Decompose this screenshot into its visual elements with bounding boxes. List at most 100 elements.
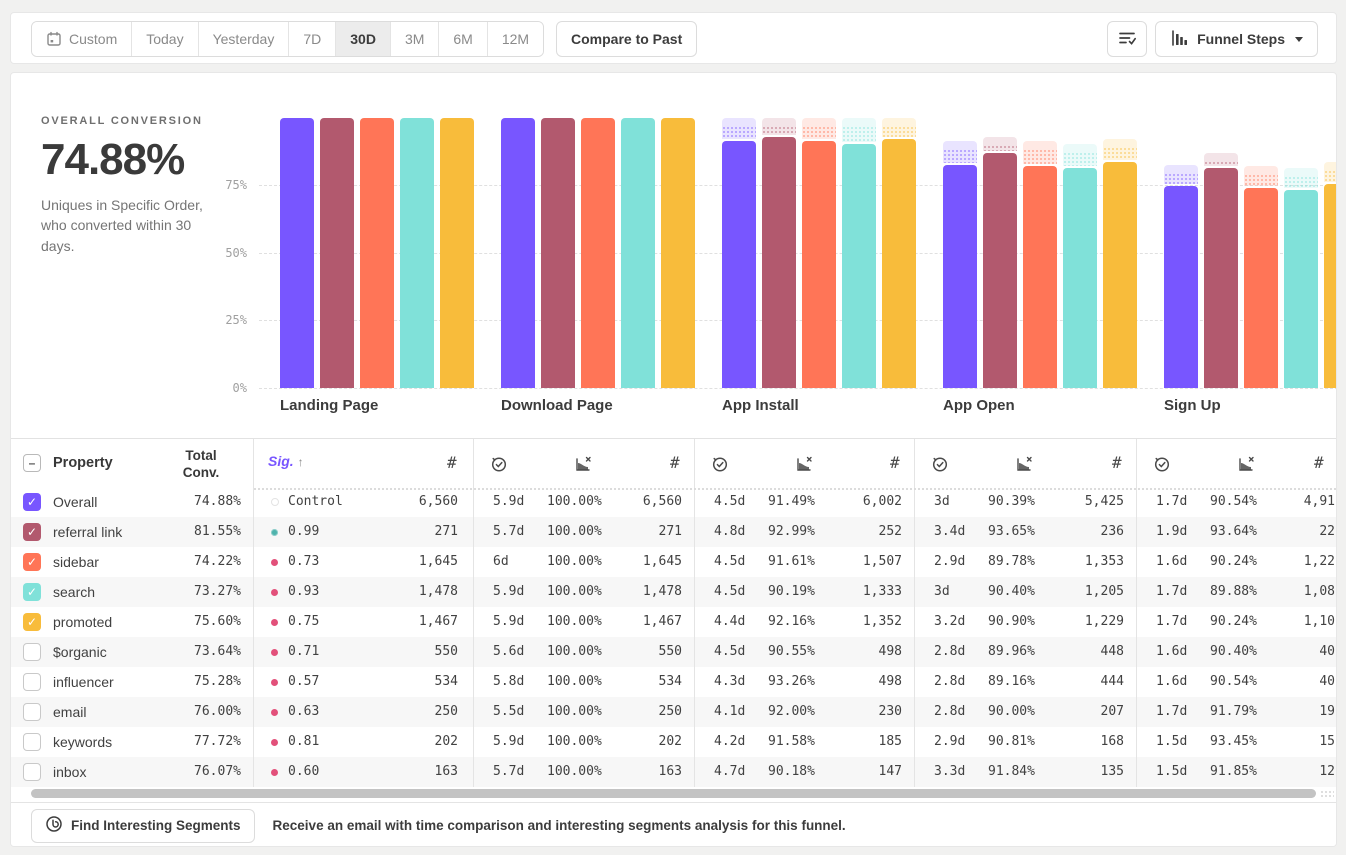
conversion-rate-icon[interactable] [1013,454,1034,479]
funnel-bar-search[interactable] [400,118,434,388]
step-count-value: 12 [1319,764,1335,779]
date-range-today[interactable]: Today [132,22,199,56]
step-count-header[interactable]: # [1112,453,1122,472]
conversion-rate-icon[interactable] [572,454,593,479]
date-range-3m[interactable]: 3M [390,22,440,56]
row-checkbox[interactable] [23,673,41,691]
funnel-bar-search[interactable] [1063,167,1097,388]
funnel-bar-promoted[interactable] [440,118,474,388]
funnel-bar-referral-link[interactable] [320,118,354,388]
table-row-search[interactable]: ✓ search 73.27% 0.93 1,478 5.9d 100.00% 1,478 4.… [11,577,1336,607]
time-to-convert-icon[interactable] [930,454,949,478]
row-checkbox[interactable]: ✓ [23,523,41,541]
horizontal-scrollbar-thumb[interactable] [31,789,1316,798]
funnel-bar-search[interactable] [1284,190,1318,388]
date-range-30d[interactable]: 30D [336,22,391,56]
funnel-bar-promoted[interactable] [1103,161,1137,388]
date-range-6m[interactable]: 6M [439,22,488,56]
funnel-bar-referral-link[interactable] [762,136,796,388]
step-conversion-value: 100.00% [547,734,602,749]
row-checkbox[interactable] [23,703,41,721]
landing-page-count: 250 [434,704,458,719]
table-row--organic[interactable]: $organic 73.64% 0.71 550 5.6d 100.00% 550 4.5d 9… [11,637,1336,667]
row-checkbox[interactable]: ✓ [23,583,41,601]
table-row-Overall[interactable]: ✓ Overall 74.88% Control 6,560 5.9d 100.00% 6,5… [11,487,1336,517]
sig-indicator-dot [271,648,278,656]
landing-count-header[interactable]: # [447,453,457,472]
row-checkbox[interactable]: ✓ [23,553,41,571]
step-count-value: 1,205 [1084,584,1124,599]
ghost-hatch-pattern [722,126,756,139]
funnel-bar-promoted[interactable] [882,139,916,388]
sig-value: Control [288,494,343,509]
funnel-steps-label: Funnel Steps [1197,31,1285,47]
step-count-value: 5,425 [1084,494,1124,509]
table-row-keywords[interactable]: keywords 77.72% 0.81 202 5.9d 100.00% 202 4.2d 9… [11,727,1336,757]
table-row-referral-link[interactable]: ✓ referral link 81.55% 0.99 271 5.7d 100.00% 27… [11,517,1336,547]
table-row-email[interactable]: email 76.00% 0.63 250 5.5d 100.00% 250 4.1d 92.0… [11,697,1336,727]
funnel-bar-promoted[interactable] [661,118,695,388]
table-row-influencer[interactable]: influencer 75.28% 0.57 534 5.8d 100.00% 534 4.3… [11,667,1336,697]
funnel-bar-Overall[interactable] [1164,185,1198,388]
step-count-header[interactable]: # [1314,453,1324,472]
filter-list-button[interactable] [1107,21,1148,57]
time-to-convert-icon[interactable] [1152,454,1171,478]
row-checkbox[interactable]: ✓ [23,493,41,511]
step-count-value: 1,353 [1084,554,1124,569]
bar-dropoff-ghost [983,136,1017,151]
step-conversion-value: 93.45% [1210,734,1257,749]
date-range-12m[interactable]: 12M [487,22,544,56]
compare-to-past-button[interactable]: Compare to Past [556,21,698,57]
funnel-bar-Overall[interactable] [501,118,535,388]
date-range-7d[interactable]: 7D [289,22,337,56]
funnel-bar-Overall[interactable] [722,140,756,388]
table-row-sidebar[interactable]: ✓ sidebar 74.22% 0.73 1,645 6d 100.00% 1,645 4.5… [11,547,1336,577]
step-count-value: 1,467 [642,614,682,629]
funnel-steps-button[interactable]: Funnel Steps [1155,21,1318,57]
date-range-yesterday[interactable]: Yesterday [198,22,290,56]
total-conv-value: 74.22% [194,554,241,569]
time-to-convert-icon[interactable] [489,454,508,478]
funnel-bar-sidebar[interactable] [581,118,615,388]
date-range-custom[interactable]: Custom [32,22,133,56]
row-checkbox[interactable]: ✓ [23,613,41,631]
conversion-rate-icon[interactable] [1235,454,1256,479]
step-count-header[interactable]: # [890,453,900,472]
overall-conversion-summary: OVERALL CONVERSION 74.88% Uniques in Spe… [41,115,226,256]
funnel-bar-sidebar[interactable] [1023,165,1057,388]
select-all-checkbox[interactable]: – [23,454,41,472]
funnel-bar-Overall[interactable] [280,118,314,388]
conversion-rate-icon[interactable] [793,454,814,479]
segments-table: – Property Total Conv. Sig. ↑ # # # # # ✓ Overall 7… [11,438,1336,787]
sig-indicator-dot [271,738,278,746]
funnel-bar-search[interactable] [842,144,876,388]
row-checkbox[interactable] [23,763,41,781]
table-row-inbox[interactable]: inbox 76.07% 0.60 163 5.7d 100.00% 163 4.7d 90.1… [11,757,1336,787]
row-checkbox[interactable] [23,733,41,751]
row-checkbox[interactable] [23,643,41,661]
step-count-header[interactable]: # [670,453,680,472]
sig-indicator-dot [271,768,278,776]
sig-column-header[interactable]: Sig. ↑ [268,453,304,469]
funnel-bar-search[interactable] [621,118,655,388]
funnel-bar-referral-link[interactable] [541,118,575,388]
time-to-convert-icon[interactable] [710,454,729,478]
table-row-promoted[interactable]: ✓ promoted 75.60% 0.75 1,467 5.9d 100.00% 1,467… [11,607,1336,637]
funnel-bar-sidebar[interactable] [360,118,394,388]
chart-gridline [259,320,1336,321]
step-count-value: 6,002 [862,494,902,509]
step-time-value: 1.7d [1156,704,1188,719]
funnel-bar-referral-link[interactable] [1204,167,1238,388]
funnel-bar-Overall[interactable] [943,164,977,388]
step-count-value: 230 [878,704,902,719]
step-conversion-value: 90.55% [768,644,815,659]
funnel-bar-sidebar[interactable] [802,140,836,388]
sig-value: 0.93 [288,584,320,599]
chart-gridline [259,388,1336,389]
funnel-bar-promoted[interactable] [1324,183,1336,388]
find-interesting-segments-button[interactable]: Find Interesting Segments [31,808,255,843]
funnel-bar-sidebar[interactable] [1244,187,1278,388]
step-count-value: 135 [1100,764,1124,779]
funnel-bar-referral-link[interactable] [983,152,1017,388]
step-count-value: 40 [1319,644,1335,659]
